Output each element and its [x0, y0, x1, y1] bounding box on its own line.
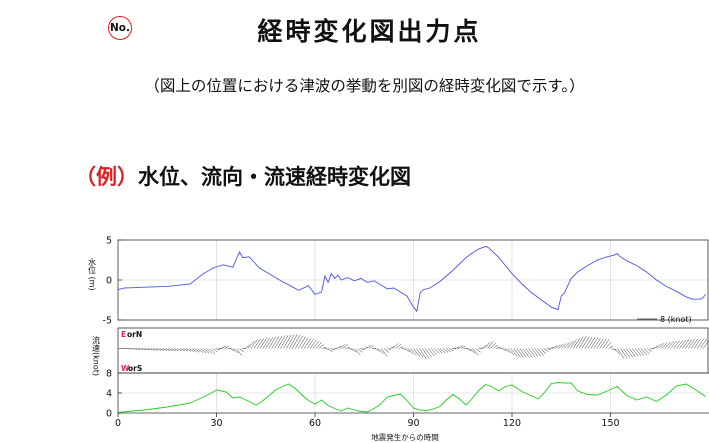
- y-tick-label: 8: [106, 369, 112, 380]
- water-level-series: [117, 245, 707, 313]
- no-label: No.: [110, 22, 130, 34]
- page-title: 経時変化図出力点: [257, 17, 482, 46]
- speed-series: [117, 382, 706, 413]
- x-axis-label: 地震発生からの時間: [371, 432, 439, 442]
- x-tick-label: 90: [407, 418, 419, 429]
- example-heading: （例）水位、流向・流速経時変化図: [75, 161, 411, 191]
- flow-speed-axis-label: 流速(knot): [92, 335, 101, 376]
- x-tick-label: 150: [601, 418, 619, 429]
- x-tick-label: 120: [503, 418, 521, 429]
- y-tick-label: 5: [106, 236, 112, 247]
- x-tick-label: 30: [210, 418, 222, 429]
- page-subtitle: （図上の位置における津波の挙動を別図の経時変化図で示す。）: [144, 77, 585, 95]
- flow-bottom-label-rest: orS: [128, 364, 142, 373]
- flow-direction-frame: [117, 327, 709, 374]
- flow-top-label-rest: orN: [127, 330, 142, 339]
- y-tick-label: 0: [106, 276, 112, 287]
- example-title: 水位、流向・流速経時変化図: [138, 165, 411, 189]
- y-tick-label: 4: [106, 389, 112, 400]
- water-level-axis-label: 水位 (m): [88, 257, 97, 291]
- scale-label: 8 (knot): [660, 315, 692, 324]
- flow-top-label-first: E: [121, 330, 126, 339]
- flow-direction-sticks: [118, 334, 709, 360]
- flow-bottom-label-first: W: [121, 364, 130, 373]
- y-tick-label: -5: [103, 316, 112, 327]
- y-tick-label: 0: [106, 409, 112, 420]
- example-prefix: （例）: [75, 165, 138, 189]
- no-circle-badge: No.: [108, 16, 132, 40]
- x-tick-label: 60: [309, 418, 321, 429]
- x-tick-label: 0: [115, 418, 121, 429]
